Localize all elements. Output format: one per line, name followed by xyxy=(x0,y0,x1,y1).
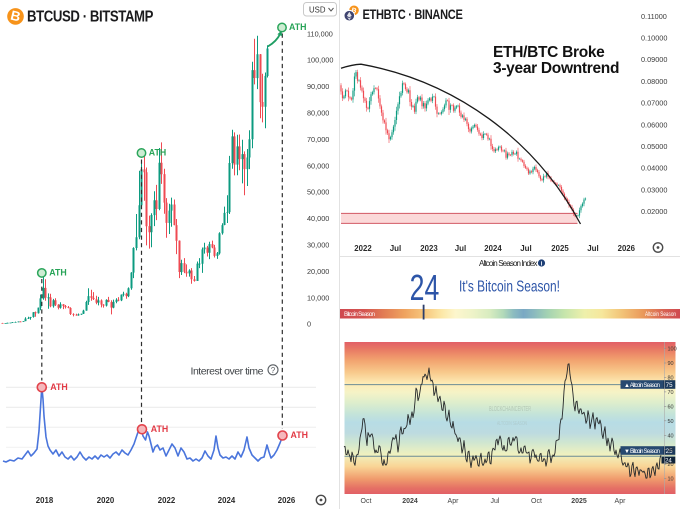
svg-text:ATH: ATH xyxy=(289,22,306,32)
svg-text:75: 75 xyxy=(666,382,673,389)
svg-text:B: B xyxy=(350,7,357,15)
svg-text:ETHBTC · BINANCE: ETHBTC · BINANCE xyxy=(363,7,463,23)
svg-text:25: 25 xyxy=(666,448,673,455)
svg-text:ATH: ATH xyxy=(49,268,66,278)
svg-text:Jul: Jul xyxy=(587,243,599,253)
svg-text:70: 70 xyxy=(668,390,674,396)
svg-text:Jul: Jul xyxy=(491,498,500,505)
svg-text:ATH: ATH xyxy=(149,148,166,158)
svg-text:ATH: ATH xyxy=(151,424,168,434)
svg-text:USD: USD xyxy=(309,6,326,15)
svg-text:2022: 2022 xyxy=(158,495,176,505)
svg-text:80,000: 80,000 xyxy=(307,109,329,118)
svg-text:Oct: Oct xyxy=(531,498,542,505)
svg-text:0.06000: 0.06000 xyxy=(641,120,667,129)
svg-text:2023: 2023 xyxy=(420,243,438,253)
svg-text:2026: 2026 xyxy=(278,495,296,505)
svg-text:Jul: Jul xyxy=(390,243,402,253)
svg-text:0.03000: 0.03000 xyxy=(641,185,667,194)
svg-text:2022: 2022 xyxy=(354,243,372,253)
svg-text:50,000: 50,000 xyxy=(307,188,329,197)
svg-text:0: 0 xyxy=(307,320,311,329)
svg-text:▲ Altcoin Season: ▲ Altcoin Season xyxy=(624,383,660,389)
svg-text:i: i xyxy=(541,262,543,268)
svg-text:▼ Bitcoin Season: ▼ Bitcoin Season xyxy=(624,449,660,455)
svg-text:60: 60 xyxy=(668,404,674,410)
svg-text:Oct: Oct xyxy=(361,498,372,505)
svg-text:40,000: 40,000 xyxy=(307,214,329,223)
svg-text:Bitcoin Season: Bitcoin Season xyxy=(344,312,375,318)
svg-text:ATH: ATH xyxy=(50,382,67,392)
svg-text:100: 100 xyxy=(668,346,677,352)
svg-text:100,000: 100,000 xyxy=(307,56,333,65)
svg-text:3-year Downtrend: 3-year Downtrend xyxy=(493,60,619,77)
svg-text:60,000: 60,000 xyxy=(307,161,329,170)
svg-text:10: 10 xyxy=(668,477,674,483)
svg-text:0.04000: 0.04000 xyxy=(641,164,667,173)
svg-text:90: 90 xyxy=(668,361,674,367)
svg-text:Interest over time: Interest over time xyxy=(191,366,264,378)
svg-text:20,000: 20,000 xyxy=(307,267,329,276)
svg-text:ATH: ATH xyxy=(291,430,308,440)
svg-text:2024: 2024 xyxy=(484,243,502,253)
svg-text:24: 24 xyxy=(665,457,672,464)
svg-text:It's Bitcoin Season!: It's Bitcoin Season! xyxy=(459,278,560,295)
svg-text:0.09000: 0.09000 xyxy=(641,55,667,64)
svg-text:70,000: 70,000 xyxy=(307,135,329,144)
svg-text:80: 80 xyxy=(668,375,674,381)
svg-text:2018: 2018 xyxy=(36,495,54,505)
svg-text:BTCUSD · BITSTAMP: BTCUSD · BITSTAMP xyxy=(27,8,153,25)
svg-text:0.02000: 0.02000 xyxy=(641,207,667,216)
svg-text:110,000: 110,000 xyxy=(307,29,333,38)
svg-text:ALTCOIN SEASON: ALTCOIN SEASON xyxy=(497,421,527,427)
svg-text:40: 40 xyxy=(668,433,674,439)
svg-text:0.08000: 0.08000 xyxy=(641,77,667,86)
svg-text:10,000: 10,000 xyxy=(307,293,329,302)
svg-text:ETH/BTC Broke: ETH/BTC Broke xyxy=(493,44,605,61)
svg-text:50: 50 xyxy=(668,419,674,425)
svg-text:BLOCKCHAINCENTER: BLOCKCHAINCENTER xyxy=(489,406,531,413)
svg-text:2020: 2020 xyxy=(97,495,115,505)
svg-text:2025: 2025 xyxy=(551,243,569,253)
svg-text:Altcoin Season Index: Altcoin Season Index xyxy=(479,259,538,268)
svg-text:2025: 2025 xyxy=(571,498,587,505)
svg-text:0.11000: 0.11000 xyxy=(641,12,667,21)
svg-text:30: 30 xyxy=(668,448,674,454)
svg-text:90,000: 90,000 xyxy=(307,82,329,91)
svg-text:2026: 2026 xyxy=(618,243,636,253)
svg-text:24: 24 xyxy=(410,267,440,308)
svg-text:20: 20 xyxy=(668,462,674,468)
svg-text:Apr: Apr xyxy=(615,498,627,505)
svg-text:Jul: Jul xyxy=(455,243,467,253)
svg-text:B: B xyxy=(9,8,22,25)
svg-text:?: ? xyxy=(271,366,276,375)
svg-text:30,000: 30,000 xyxy=(307,241,329,250)
svg-text:0.10000: 0.10000 xyxy=(641,34,667,43)
svg-text:Altcoin Season: Altcoin Season xyxy=(645,312,676,318)
svg-text:0.07000: 0.07000 xyxy=(641,99,667,108)
svg-text:2024: 2024 xyxy=(218,495,236,505)
svg-text:2024: 2024 xyxy=(402,498,418,505)
svg-text:Jul: Jul xyxy=(520,243,532,253)
svg-text:Apr: Apr xyxy=(448,498,460,505)
svg-text:0.05000: 0.05000 xyxy=(641,142,667,151)
